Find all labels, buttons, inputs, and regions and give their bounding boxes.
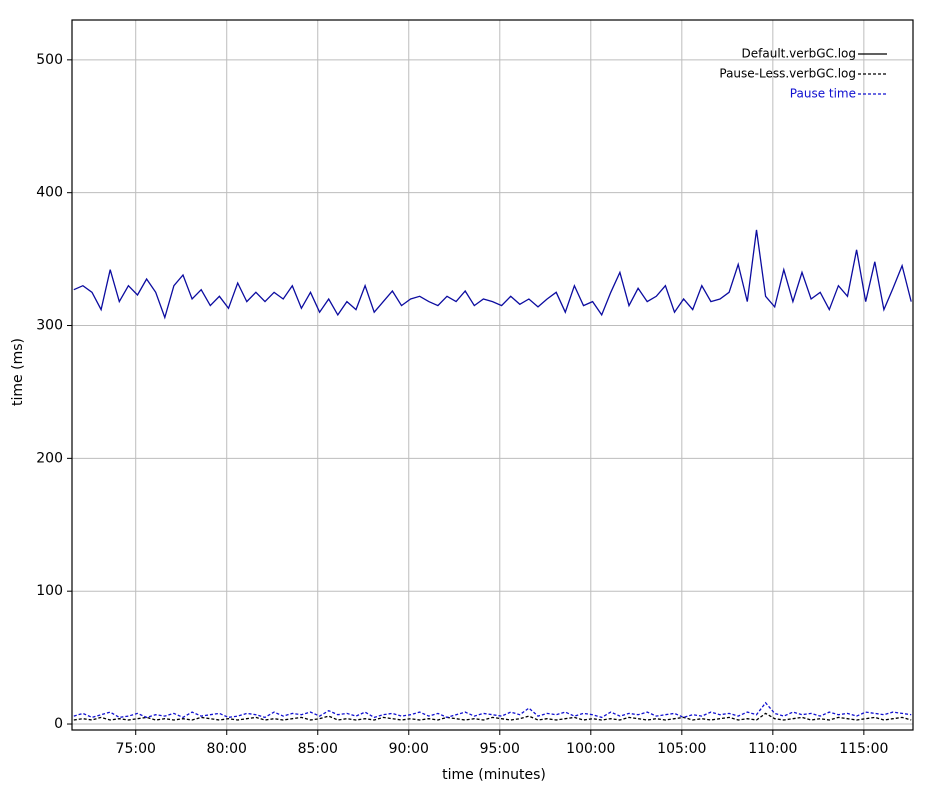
y-tick-label: 400 <box>36 185 63 201</box>
series-line <box>73 701 912 719</box>
x-tick-label: 110:00 <box>748 741 797 757</box>
x-tick-label: 115:00 <box>839 741 888 757</box>
x-tick-label: 85:00 <box>298 741 338 757</box>
x-tick-label: 75:00 <box>116 741 156 757</box>
legend-label: Default.verbGC.log <box>742 47 856 61</box>
series-line <box>73 229 912 320</box>
plot-frame <box>71 19 914 731</box>
x-tick-label: 100:00 <box>566 741 615 757</box>
y-axis-label: time (ms) <box>10 338 26 406</box>
y-tick-label: 0 <box>54 716 63 732</box>
y-tick-label: 200 <box>36 450 63 466</box>
y-tick-label: 300 <box>36 318 63 334</box>
legend-label: Pause-Less.verbGC.log <box>719 67 856 81</box>
x-tick-label: 105:00 <box>657 741 706 757</box>
y-tick-label: 100 <box>36 583 63 599</box>
x-axis-label: time (minutes) <box>442 767 546 783</box>
x-tick-label: 95:00 <box>480 741 520 757</box>
x-tick-label: 90:00 <box>389 741 429 757</box>
series-line <box>73 712 912 721</box>
y-tick-label: 500 <box>36 52 63 68</box>
x-tick-label: 80:00 <box>207 741 247 757</box>
legend-label: Pause time <box>790 87 856 101</box>
